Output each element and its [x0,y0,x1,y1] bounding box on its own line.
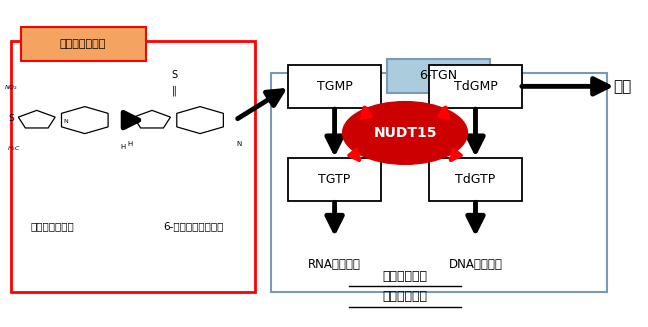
Text: N: N [64,119,68,124]
Text: 6-メルカプトプリン: 6-メルカプトプリン [163,221,224,232]
Text: ‖: ‖ [172,86,177,96]
Text: 6-TGN: 6-TGN [420,69,457,82]
Text: 代謝: 代謝 [614,79,632,94]
Text: DNA合成阻害: DNA合成阻害 [448,258,502,271]
FancyBboxPatch shape [288,158,381,201]
FancyBboxPatch shape [288,65,381,108]
Text: S: S [8,114,14,123]
Text: NUDT15: NUDT15 [373,126,437,140]
FancyBboxPatch shape [388,59,490,93]
Text: S: S [171,70,178,80]
FancyBboxPatch shape [429,65,522,108]
Ellipse shape [343,102,467,164]
Text: RNA合成阻害: RNA合成阻害 [308,258,361,271]
Text: 代謝拮抗作用: 代謝拮抗作用 [382,290,428,303]
Text: TGMP: TGMP [317,80,353,93]
Text: H: H [127,141,132,147]
FancyBboxPatch shape [429,158,522,201]
Text: アザチオプリン: アザチオプリン [31,221,75,232]
Text: TdGMP: TdGMP [454,80,498,93]
Text: $H_3C$: $H_3C$ [7,145,21,153]
FancyBboxPatch shape [21,27,146,60]
Text: TdGTP: TdGTP [456,173,496,186]
Text: チオプリン製剤: チオプリン製剤 [60,39,106,49]
Text: HN: HN [124,115,135,122]
Text: $NO_2$: $NO_2$ [4,83,18,93]
Text: 免疫調節作用: 免疫調節作用 [382,269,428,283]
Text: N: N [236,141,241,147]
Text: TGTP: TGTP [318,173,351,186]
Text: H: H [121,145,126,150]
